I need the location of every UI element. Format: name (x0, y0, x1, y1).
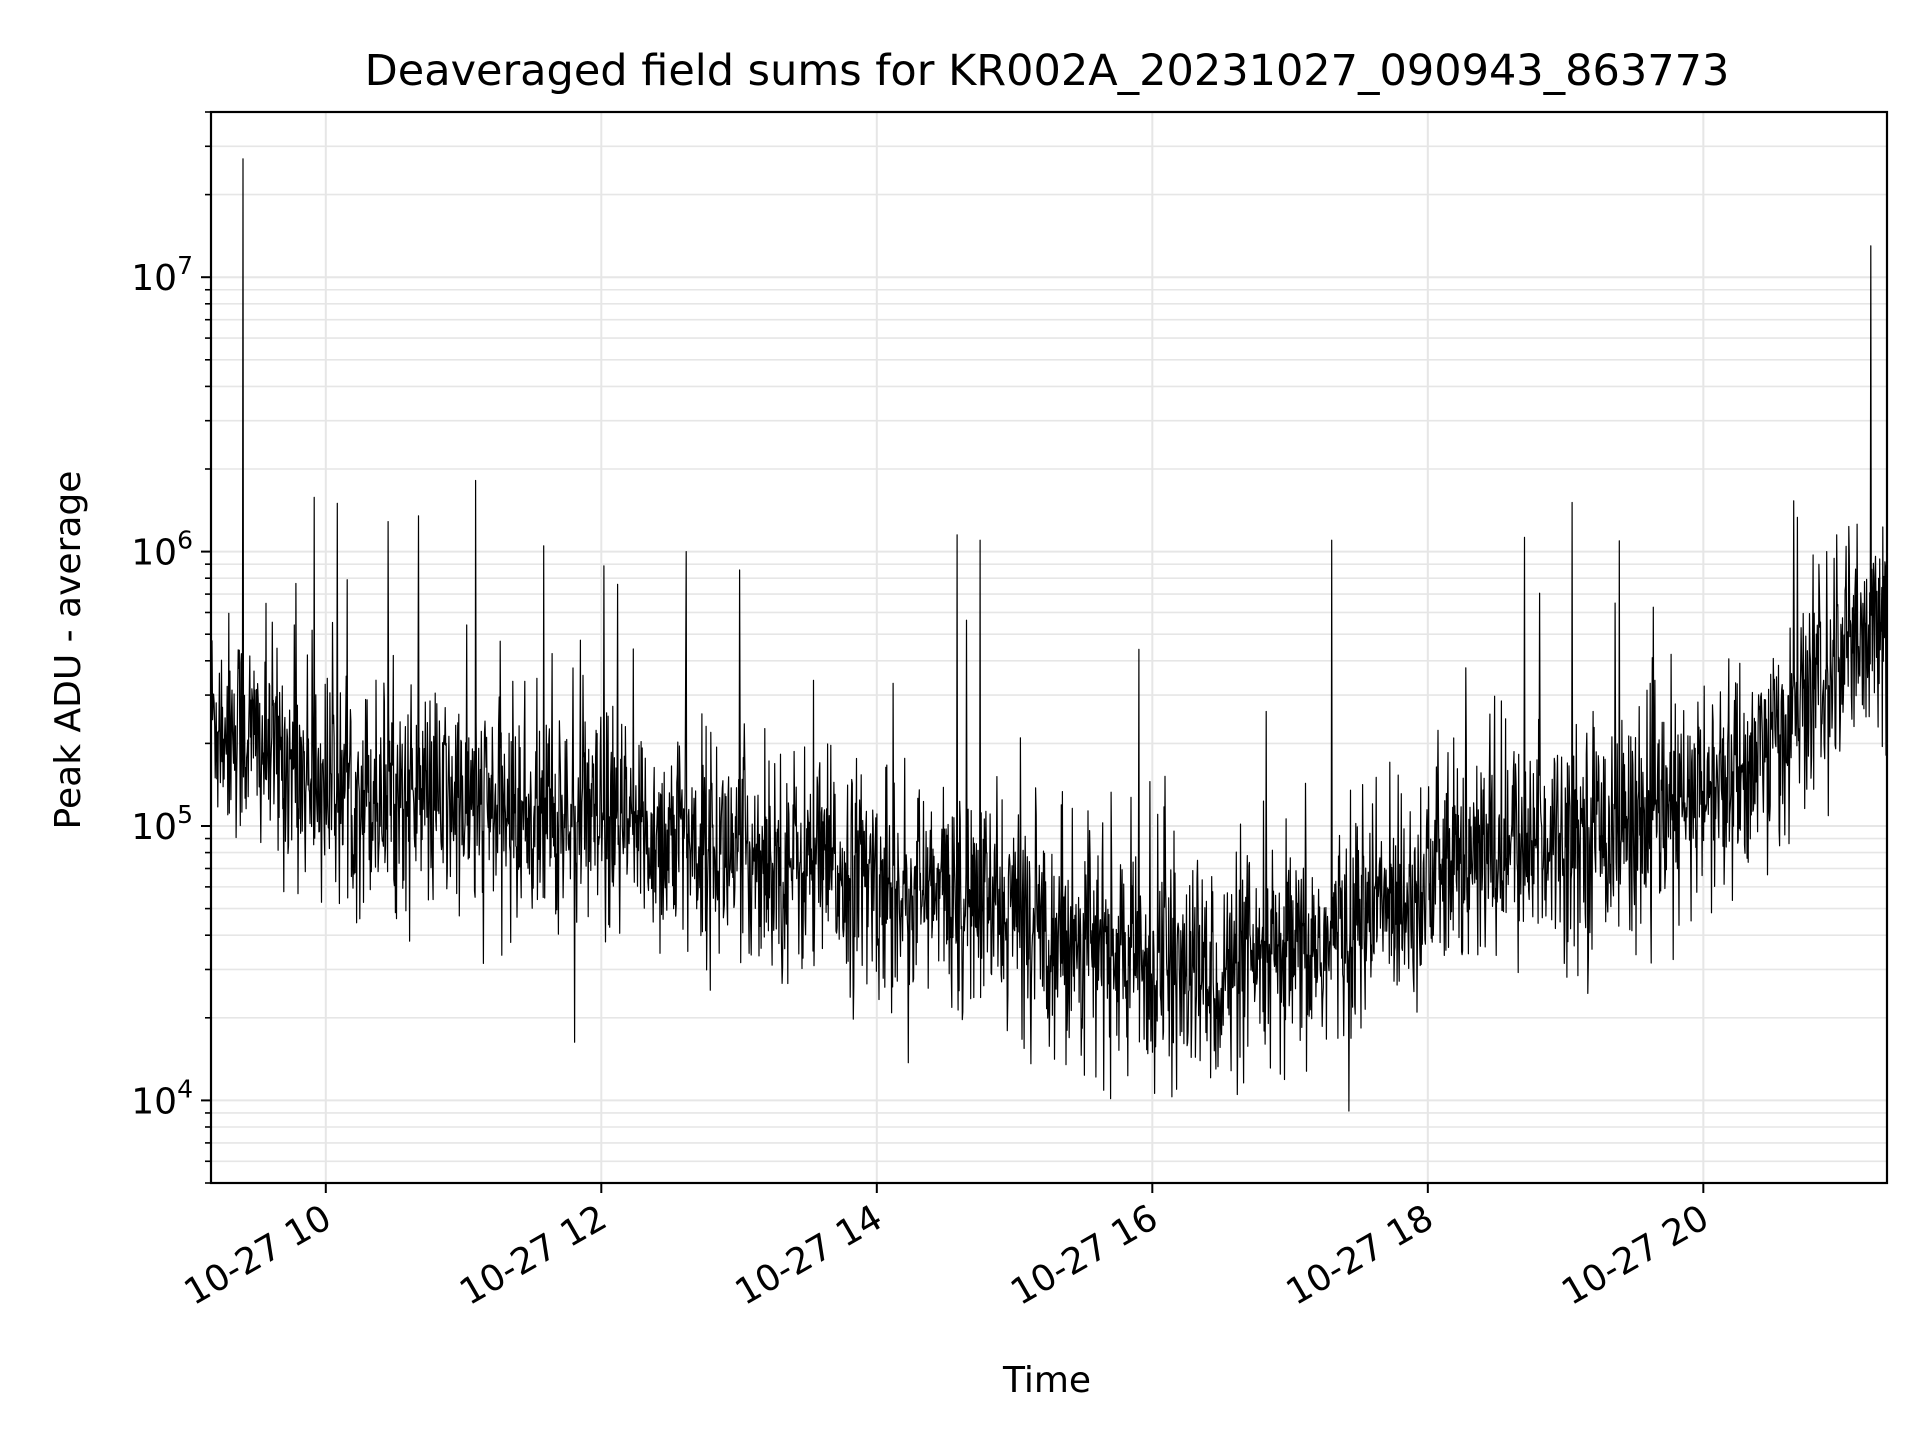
plot-frame (209, 110, 1889, 1185)
y-tick-label: 104 (131, 1074, 193, 1122)
y-tick-label: 107 (131, 251, 193, 299)
series-line (210, 158, 1888, 1112)
series-layer (210, 158, 1888, 1112)
y-tick-label: 105 (131, 800, 193, 848)
x-axis-label: Time (1002, 1360, 1091, 1401)
y-axis-label: Peak ADU - average (48, 471, 89, 830)
y-tick-label: 106 (131, 526, 193, 574)
y-axis: 104 105 106 107 (131, 111, 211, 1184)
chart-title: Deaveraged field sums for KR002A_2023102… (365, 46, 1730, 96)
